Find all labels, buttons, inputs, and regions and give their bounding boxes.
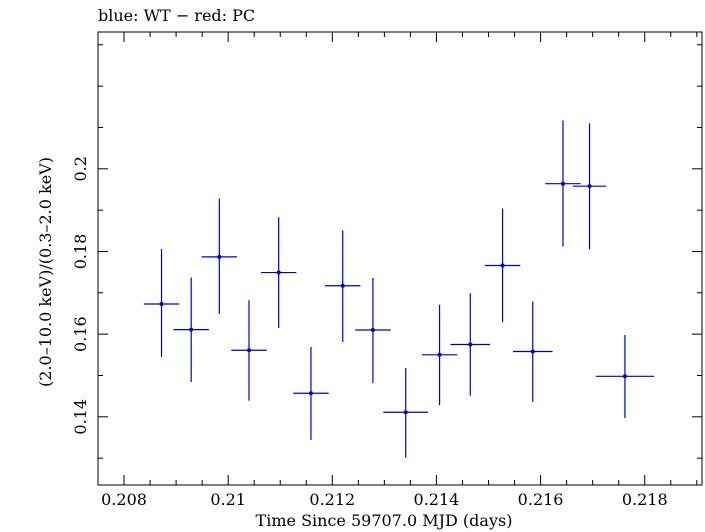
y-tick-label: 0.2 xyxy=(71,156,90,181)
x-tick-label: 0.216 xyxy=(518,490,564,509)
data-marker xyxy=(217,254,222,259)
data-marker xyxy=(370,328,375,333)
y-tick-label: 0.14 xyxy=(71,399,90,435)
data-marker xyxy=(530,349,535,354)
y-tick-label: 0.16 xyxy=(71,316,90,352)
x-tick-label: 0.208 xyxy=(101,490,147,509)
axes: 0.208 0.21 0.212 0.214 0.216 0.218 0.14 0.16 0.1… xyxy=(71,32,702,509)
data-point xyxy=(143,248,180,357)
x-tick-label: 0.218 xyxy=(622,490,668,509)
data-marker xyxy=(500,263,505,268)
data-point xyxy=(572,123,607,250)
data-point xyxy=(545,120,581,247)
data-marker xyxy=(189,327,194,332)
data-point xyxy=(260,217,297,328)
data-marker xyxy=(276,270,281,275)
data-point xyxy=(355,277,391,383)
x-tick-label: 0.21 xyxy=(210,490,246,509)
data-marker xyxy=(403,410,408,415)
y-axis-label: (2.0–10.0 keV)/(0.3–2.0 keV) xyxy=(36,157,55,387)
data-point xyxy=(325,230,361,342)
data-point xyxy=(421,304,458,406)
data-point xyxy=(293,346,329,440)
y-tick-label: 0.18 xyxy=(71,234,90,270)
data-marker xyxy=(308,391,313,396)
data-marker xyxy=(587,184,592,189)
data-marker xyxy=(468,342,473,347)
x-axis-label: Time Since 59707.0 MJD (days) xyxy=(256,511,513,530)
data-marker xyxy=(247,348,251,353)
data-point xyxy=(512,301,553,402)
chart-title: blue: WT − red: PC xyxy=(98,6,255,25)
data-point xyxy=(484,208,521,323)
data-marks xyxy=(143,120,655,458)
x-tick-label: 0.214 xyxy=(414,490,460,509)
data-marker xyxy=(622,374,627,379)
data-point xyxy=(201,198,238,314)
data-marker xyxy=(159,301,164,306)
data-point xyxy=(231,300,267,401)
data-point xyxy=(173,277,209,383)
data-marker xyxy=(340,283,345,288)
data-marker xyxy=(560,181,565,186)
data-point xyxy=(595,334,655,419)
data-point xyxy=(450,293,491,396)
plot-frame xyxy=(97,31,703,486)
data-point xyxy=(383,368,429,458)
data-marker xyxy=(437,352,442,357)
x-tick-label: 0.212 xyxy=(309,490,355,509)
